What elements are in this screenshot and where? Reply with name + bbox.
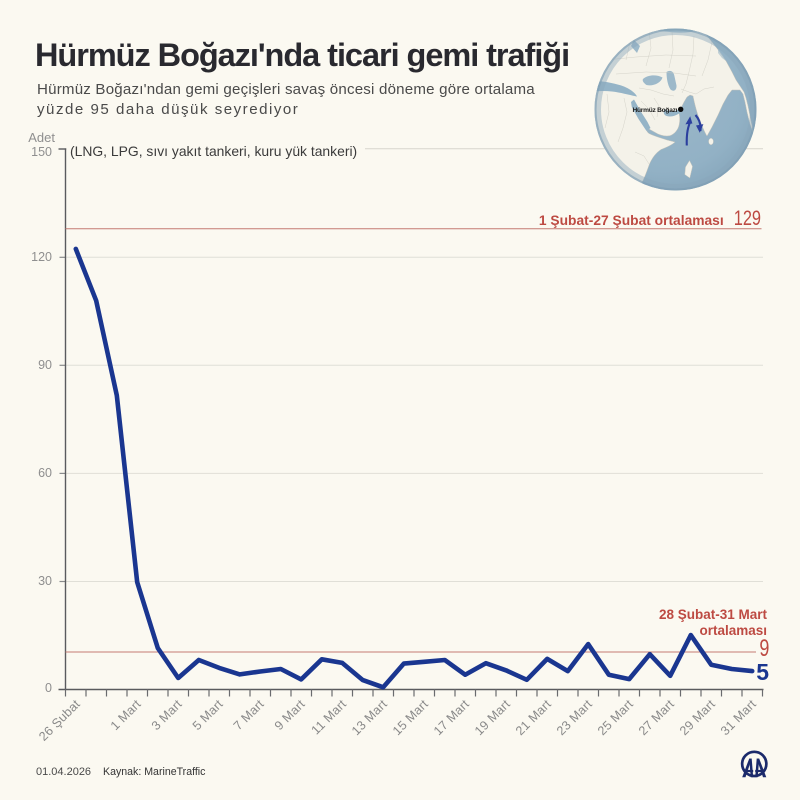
svg-text:Hürmüz Boğazı: Hürmüz Boğazı [633, 107, 678, 114]
